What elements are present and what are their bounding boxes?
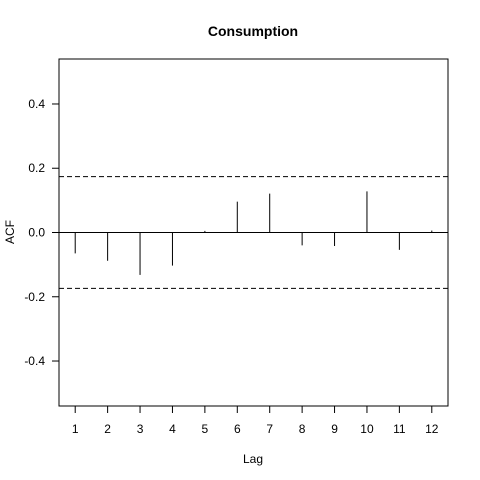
x-tick-label: 4 xyxy=(169,422,176,436)
x-tick-label: 12 xyxy=(425,422,439,436)
y-tick-label: -0.4 xyxy=(24,354,45,368)
y-axis-label: ACF xyxy=(3,220,17,244)
x-axis-label: Lag xyxy=(243,452,263,466)
y-axis: -0.4 -0.2 0.0 0.2 0.4 xyxy=(24,97,59,368)
x-tick-label: 11 xyxy=(393,422,406,436)
y-tick-label: 0.0 xyxy=(28,226,45,240)
chart-title: Consumption xyxy=(208,23,298,39)
x-tick-label: 2 xyxy=(104,422,111,436)
acf-spikes xyxy=(74,191,433,275)
x-tick-label: 3 xyxy=(137,422,144,436)
y-tick-label: 0.2 xyxy=(28,161,45,175)
x-tick-label: 9 xyxy=(331,422,338,436)
x-tick-label: 7 xyxy=(266,422,273,436)
x-tick-label: 6 xyxy=(234,422,241,436)
confidence-bounds xyxy=(59,176,448,289)
x-axis: 1 2 3 4 5 6 7 8 9 10 11 12 xyxy=(72,406,439,436)
y-tick-label: -0.2 xyxy=(24,290,45,304)
y-tick-label: 0.4 xyxy=(28,97,45,111)
x-tick-label: 1 xyxy=(72,422,79,436)
x-tick-label: 5 xyxy=(202,422,209,436)
x-tick-label: 10 xyxy=(360,422,374,436)
x-tick-label: 8 xyxy=(299,422,306,436)
